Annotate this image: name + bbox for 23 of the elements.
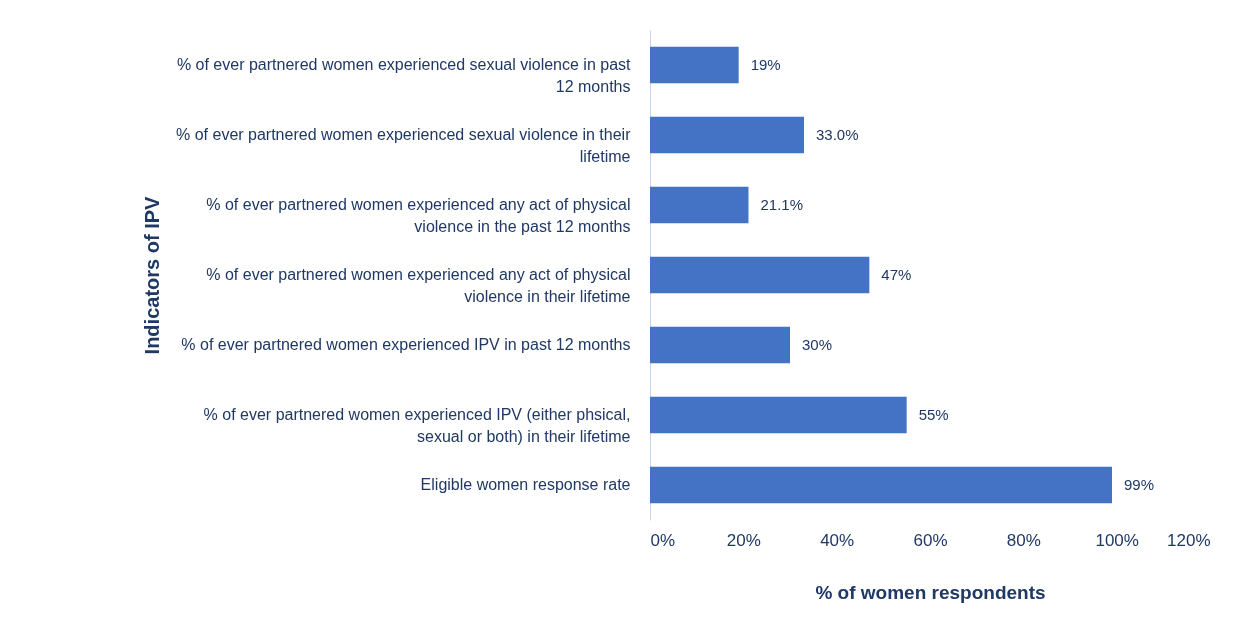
- data-label: 47%: [881, 266, 912, 283]
- x-tick-label: 0%: [650, 530, 676, 550]
- x-tick-label: 20%: [726, 530, 761, 550]
- x-tick-label: 80%: [1006, 530, 1041, 550]
- x-tick-label: 100%: [1095, 530, 1139, 550]
- y-tick-label: % of ever partnered women experienced any act of physical violence in their lifetime: [206, 266, 631, 305]
- y-tick-label: % of ever partnered women experienced sexual violence in past 12 months: [176, 56, 632, 95]
- data-label: 55%: [918, 406, 949, 423]
- data-label: 99%: [1124, 476, 1155, 493]
- y-tick-label: % of ever partnered women experienced sexual violence in their lifetime: [176, 126, 632, 165]
- data-label: 30%: [802, 336, 833, 353]
- y-tick-label: % of ever partnered women experienced IPV (either phsical, sexual or both) in their lifetime: [203, 406, 631, 445]
- data-label: 33.0%: [816, 126, 859, 143]
- y-tick-label: % of ever partnered women experienced any act of physical violence in the past 12 months: [206, 196, 631, 235]
- x-axis-title: % of women respondents: [815, 581, 1046, 603]
- y-axis-title: Indicators of IPV: [140, 195, 163, 355]
- x-tick-label: 120%: [1167, 530, 1211, 550]
- data-label: 21.1%: [760, 196, 804, 213]
- x-tick-label: 40%: [820, 530, 855, 550]
- y-tick-label: Eligible women response rate: [420, 476, 631, 493]
- x-tick-label: 60%: [913, 530, 948, 550]
- y-tick-label: % of ever partnered women experienced IPV in past 12 months: [181, 336, 631, 353]
- data-label: 19%: [750, 56, 781, 73]
